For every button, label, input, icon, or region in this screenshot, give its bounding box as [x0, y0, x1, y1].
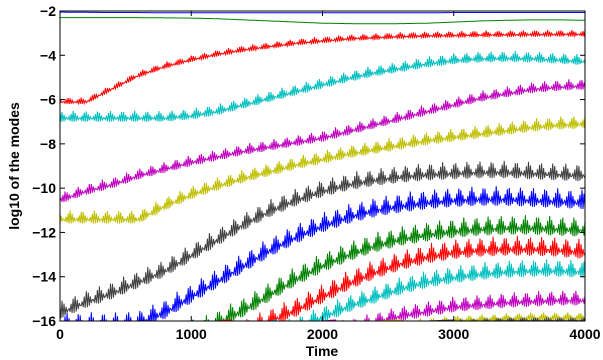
y-tick-label: −12: [32, 224, 56, 240]
tick-layer: 0 1000 2000 3000 4000 −16 −14 −12 −10 −8 −6 −4 −2: [32, 3, 601, 342]
y-tick-label: −6: [40, 92, 56, 108]
series-line-13: [60, 312, 585, 321]
y-tick-label: −14: [32, 269, 56, 285]
series-line-3: [60, 29, 585, 106]
x-tick-label: 1000: [176, 326, 207, 342]
x-tick-label: 2000: [307, 326, 338, 342]
y-tick-label: −16: [32, 313, 56, 329]
x-tick-label: 3000: [438, 326, 469, 342]
y-tick-label: −8: [40, 136, 56, 152]
y-axis-title: log10 of the modes: [6, 102, 22, 230]
y-tick-label: −2: [40, 3, 56, 19]
y-tick-label: −4: [40, 47, 56, 63]
series-line-2: [60, 17, 585, 25]
series-line-4: [60, 51, 585, 123]
series-line-7: [60, 160, 585, 319]
series-line-6: [60, 115, 585, 224]
series-line-12: [60, 290, 585, 321]
series-line-5: [60, 79, 585, 203]
x-axis-title: Time: [306, 343, 339, 359]
series-line-11: [60, 259, 585, 321]
series-line-9: [60, 215, 585, 321]
x-tick-label: 4000: [569, 326, 600, 342]
series-layer: [60, 11, 585, 321]
series-line-10: [60, 235, 585, 321]
x-tick-label: 0: [56, 326, 64, 342]
series-line-8: [64, 186, 585, 321]
y-tick-label: −10: [32, 180, 56, 196]
